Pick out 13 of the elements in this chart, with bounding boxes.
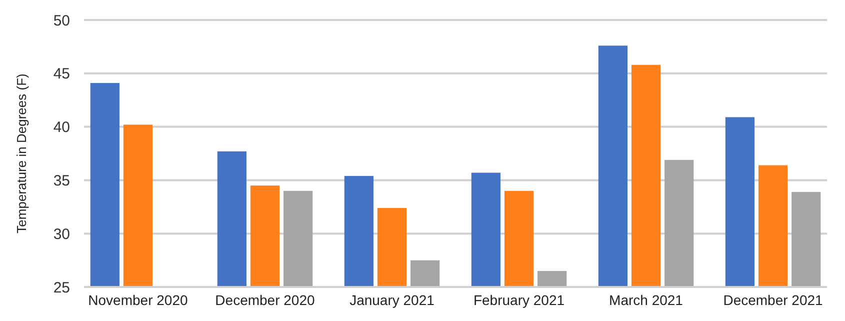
y-tick-label: 50 [53,12,70,30]
x-tick-label: December 2020 [215,292,315,308]
x-tick-label: January 2021 [350,292,435,308]
x-tick-label: March 2021 [609,292,684,308]
x-tick-label: December 2021 [723,292,824,308]
y-tick-label: 25 [53,279,70,296]
y-axis-title: Temperature in Degrees (F) [14,74,29,234]
y-tick-label: 35 [53,172,70,190]
y-tick-label: 45 [53,66,70,83]
y-tick-label: 30 [53,226,70,243]
y-tick-label: 40 [53,119,70,136]
x-tick-label: February 2021 [473,292,565,308]
x-tick-label: November 2020 [88,292,188,308]
